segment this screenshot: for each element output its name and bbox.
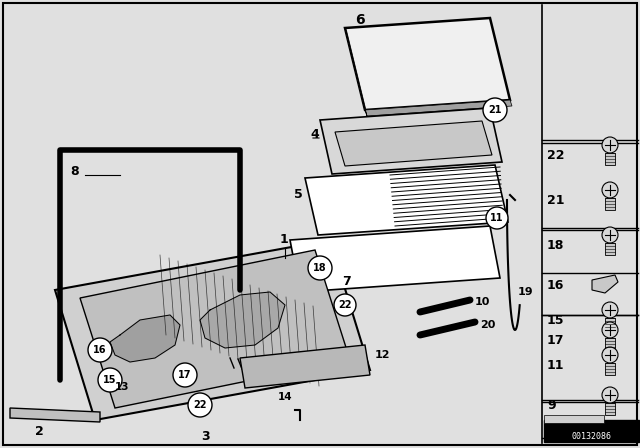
Circle shape <box>308 256 332 280</box>
Text: 18: 18 <box>313 263 327 273</box>
Polygon shape <box>365 100 512 116</box>
Bar <box>605 198 615 210</box>
Polygon shape <box>320 108 502 174</box>
Text: 16: 16 <box>547 279 564 292</box>
Polygon shape <box>240 345 370 388</box>
Polygon shape <box>305 165 508 235</box>
Text: 7: 7 <box>342 275 351 288</box>
Polygon shape <box>80 250 350 408</box>
Polygon shape <box>290 226 500 292</box>
Circle shape <box>483 98 507 122</box>
Circle shape <box>602 182 618 198</box>
Text: 15: 15 <box>547 314 564 327</box>
Circle shape <box>173 363 197 387</box>
Text: 22: 22 <box>193 400 207 410</box>
Circle shape <box>602 322 618 338</box>
Text: 15: 15 <box>103 375 116 385</box>
Circle shape <box>88 338 112 362</box>
Polygon shape <box>10 408 100 422</box>
Bar <box>605 153 615 165</box>
Text: 9: 9 <box>547 399 556 412</box>
Text: 11: 11 <box>547 358 564 371</box>
Circle shape <box>602 387 618 403</box>
Circle shape <box>98 368 122 392</box>
Bar <box>544 415 604 423</box>
Polygon shape <box>592 275 618 293</box>
Polygon shape <box>110 315 180 362</box>
Text: 18: 18 <box>547 238 564 251</box>
Bar <box>605 338 615 350</box>
Text: 22: 22 <box>339 300 352 310</box>
Text: 20: 20 <box>480 320 495 330</box>
Text: 22: 22 <box>547 148 564 161</box>
Bar <box>605 403 615 415</box>
Text: 3: 3 <box>201 430 209 443</box>
Text: 4: 4 <box>310 128 319 141</box>
Text: 12: 12 <box>375 350 390 360</box>
Circle shape <box>602 227 618 243</box>
Circle shape <box>602 302 618 318</box>
Text: 11: 11 <box>490 213 504 223</box>
Text: 16: 16 <box>93 345 107 355</box>
Bar <box>544 420 639 442</box>
Text: 21: 21 <box>488 105 502 115</box>
Circle shape <box>188 393 212 417</box>
Polygon shape <box>345 28 367 116</box>
Bar <box>605 363 615 375</box>
Text: 17: 17 <box>547 333 564 346</box>
Text: 14: 14 <box>278 392 292 402</box>
Circle shape <box>334 294 356 316</box>
Text: 6: 6 <box>355 13 365 27</box>
Circle shape <box>602 137 618 153</box>
Polygon shape <box>200 292 285 348</box>
Circle shape <box>602 347 618 363</box>
Polygon shape <box>55 240 370 420</box>
Text: 5: 5 <box>294 188 303 201</box>
Polygon shape <box>345 18 510 110</box>
Text: 1: 1 <box>280 233 289 246</box>
Circle shape <box>486 207 508 229</box>
Text: 8: 8 <box>70 165 79 178</box>
Text: 17: 17 <box>179 370 192 380</box>
Text: 21: 21 <box>547 194 564 207</box>
Polygon shape <box>335 121 492 166</box>
Text: 2: 2 <box>35 425 44 438</box>
Bar <box>605 243 615 255</box>
Text: 13: 13 <box>115 382 129 392</box>
Text: 19: 19 <box>518 287 534 297</box>
Text: 10: 10 <box>475 297 490 307</box>
Text: 00132086: 00132086 <box>572 431 612 440</box>
Bar <box>605 318 615 330</box>
